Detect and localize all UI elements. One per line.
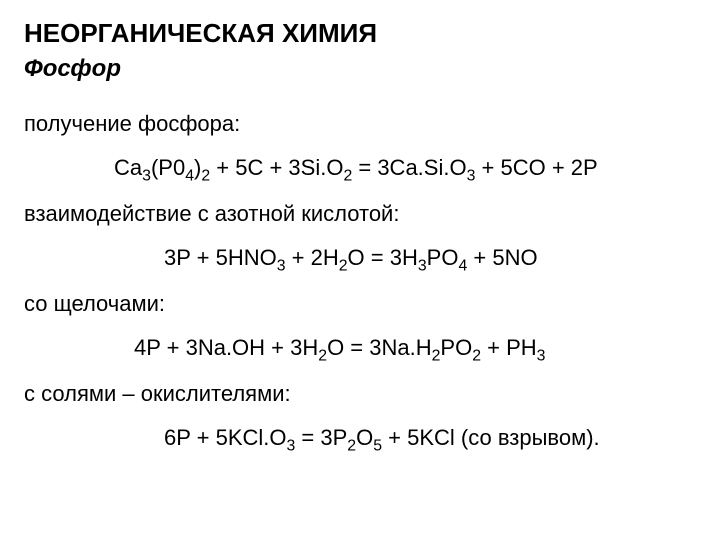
section-label-3: с солями – окислителями: (24, 381, 696, 407)
equation-3: 6P + 5KCl.O3 = 3P2O5 + 5KCl (со взрывом)… (24, 425, 696, 451)
section-label-1: взаимодействие с азотной кислотой: (24, 201, 696, 227)
equation-2: 4P + 3Na.OH + 3H2O = 3Na.H2PO2 + PH3 (24, 335, 696, 361)
page-subtitle: Фосфор (24, 55, 696, 83)
section-label-2: со щелочами: (24, 291, 696, 317)
document-page: НЕОРГАНИЧЕСКАЯ ХИМИЯ Фосфор получение фо… (0, 0, 720, 489)
section-label-0: получение фосфора: (24, 111, 696, 137)
page-title: НЕОРГАНИЧЕСКАЯ ХИМИЯ (24, 18, 696, 49)
equation-1: 3P + 5HNO3 + 2H2O = 3H3PO4 + 5NO (24, 245, 696, 271)
equation-0: Ca3(P04)2 + 5C + 3Si.O2 = 3Ca.Si.O3 + 5C… (24, 155, 696, 181)
